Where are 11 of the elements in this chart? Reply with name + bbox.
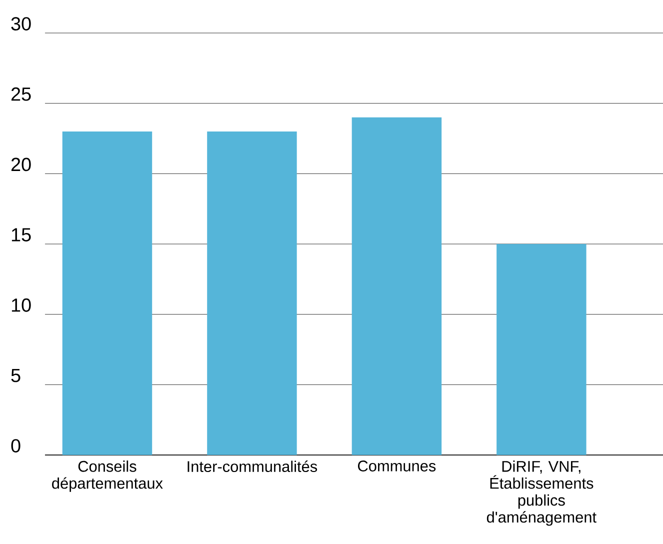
y-tick-label: 20 <box>11 158 31 172</box>
x-tick-label: Conseils départementaux <box>52 460 163 492</box>
y-tick-label: 10 <box>12 298 31 312</box>
y-tick-label: 25 <box>11 87 31 101</box>
x-tick-label: Inter-communalités <box>188 460 318 472</box>
y-tick-label: 0 <box>11 439 20 452</box>
y-tick-label: 5 <box>11 368 20 382</box>
y-tick-label: 15 <box>12 228 31 242</box>
y-tick-label: 30 <box>11 17 31 30</box>
x-tick-label: DiRIF, VNF, Établissements publics d'aménagement <box>486 460 596 526</box>
x-tick-label: Communes <box>358 460 436 472</box>
